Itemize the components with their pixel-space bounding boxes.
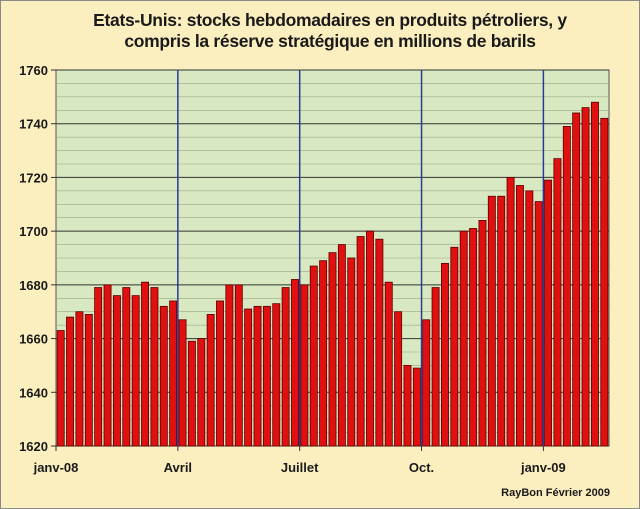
bar (272, 303, 281, 447)
bar (534, 201, 543, 447)
bar (469, 228, 478, 447)
bar (178, 319, 187, 447)
bar (197, 338, 206, 447)
chart-title-line1: Etats-Unis: stocks hebdomadaires en prod… (93, 10, 567, 30)
y-tick-label: 1680 (19, 278, 48, 293)
y-tick-label: 1760 (19, 63, 48, 78)
bar (291, 279, 299, 447)
bar (234, 284, 243, 447)
bar (384, 281, 393, 447)
bar (356, 236, 365, 447)
bar (216, 300, 224, 447)
bar (544, 179, 553, 447)
bar (422, 319, 431, 447)
bar (319, 260, 328, 447)
bar (459, 230, 468, 447)
x-tick-label: Oct. (409, 460, 434, 475)
bar (403, 365, 412, 447)
bar (572, 112, 581, 447)
bar (122, 287, 131, 447)
bar (225, 284, 234, 447)
bar (300, 284, 309, 447)
bar (328, 252, 337, 447)
y-tick-label: 1640 (19, 385, 48, 400)
bar (515, 185, 524, 447)
bar (56, 330, 65, 447)
bar (506, 177, 515, 447)
bar (150, 287, 159, 447)
y-tick-label: 1620 (19, 439, 48, 454)
bar (600, 117, 609, 447)
bar (553, 158, 562, 447)
bar (478, 219, 487, 447)
bar (75, 311, 84, 447)
x-tick-label: Juillet (281, 460, 319, 475)
y-tick-label: 1720 (19, 170, 48, 185)
bar (159, 305, 168, 447)
bar (412, 367, 421, 447)
bar (497, 195, 506, 447)
bar (394, 311, 403, 447)
bar (206, 313, 215, 447)
x-tick-label: janv-09 (520, 460, 566, 475)
bar (262, 305, 271, 447)
bar (187, 340, 196, 447)
x-tick-label: janv-08 (33, 460, 79, 475)
bar (562, 126, 571, 447)
y-tick-label: 1660 (19, 332, 48, 347)
bar (141, 281, 150, 447)
chart-title: Etats-Unis: stocks hebdomadaires en prod… (60, 10, 600, 52)
chart-title-line2: compris la réserve stratégique en millio… (124, 31, 536, 51)
bar (244, 308, 253, 447)
bar (94, 287, 103, 447)
bar (347, 257, 356, 447)
bar (450, 246, 459, 447)
bar (337, 244, 346, 447)
bar (84, 313, 93, 447)
chart-credit: RayBon Février 2009 (501, 487, 610, 499)
bar (441, 262, 449, 447)
bar (112, 295, 121, 447)
bar (131, 295, 140, 447)
y-tick-label: 1700 (19, 224, 48, 239)
bar (103, 284, 112, 447)
bar (590, 101, 599, 447)
bar (169, 300, 178, 447)
bar (375, 238, 384, 447)
bar (281, 287, 290, 447)
bar (66, 316, 75, 447)
bar (431, 287, 440, 447)
bar (487, 195, 496, 447)
bar (581, 107, 590, 447)
x-tick-label: Avril (164, 460, 192, 475)
y-tick-label: 1740 (19, 117, 48, 132)
bar (525, 190, 534, 447)
bar (309, 265, 318, 447)
bar (253, 305, 262, 447)
bar (366, 230, 374, 447)
